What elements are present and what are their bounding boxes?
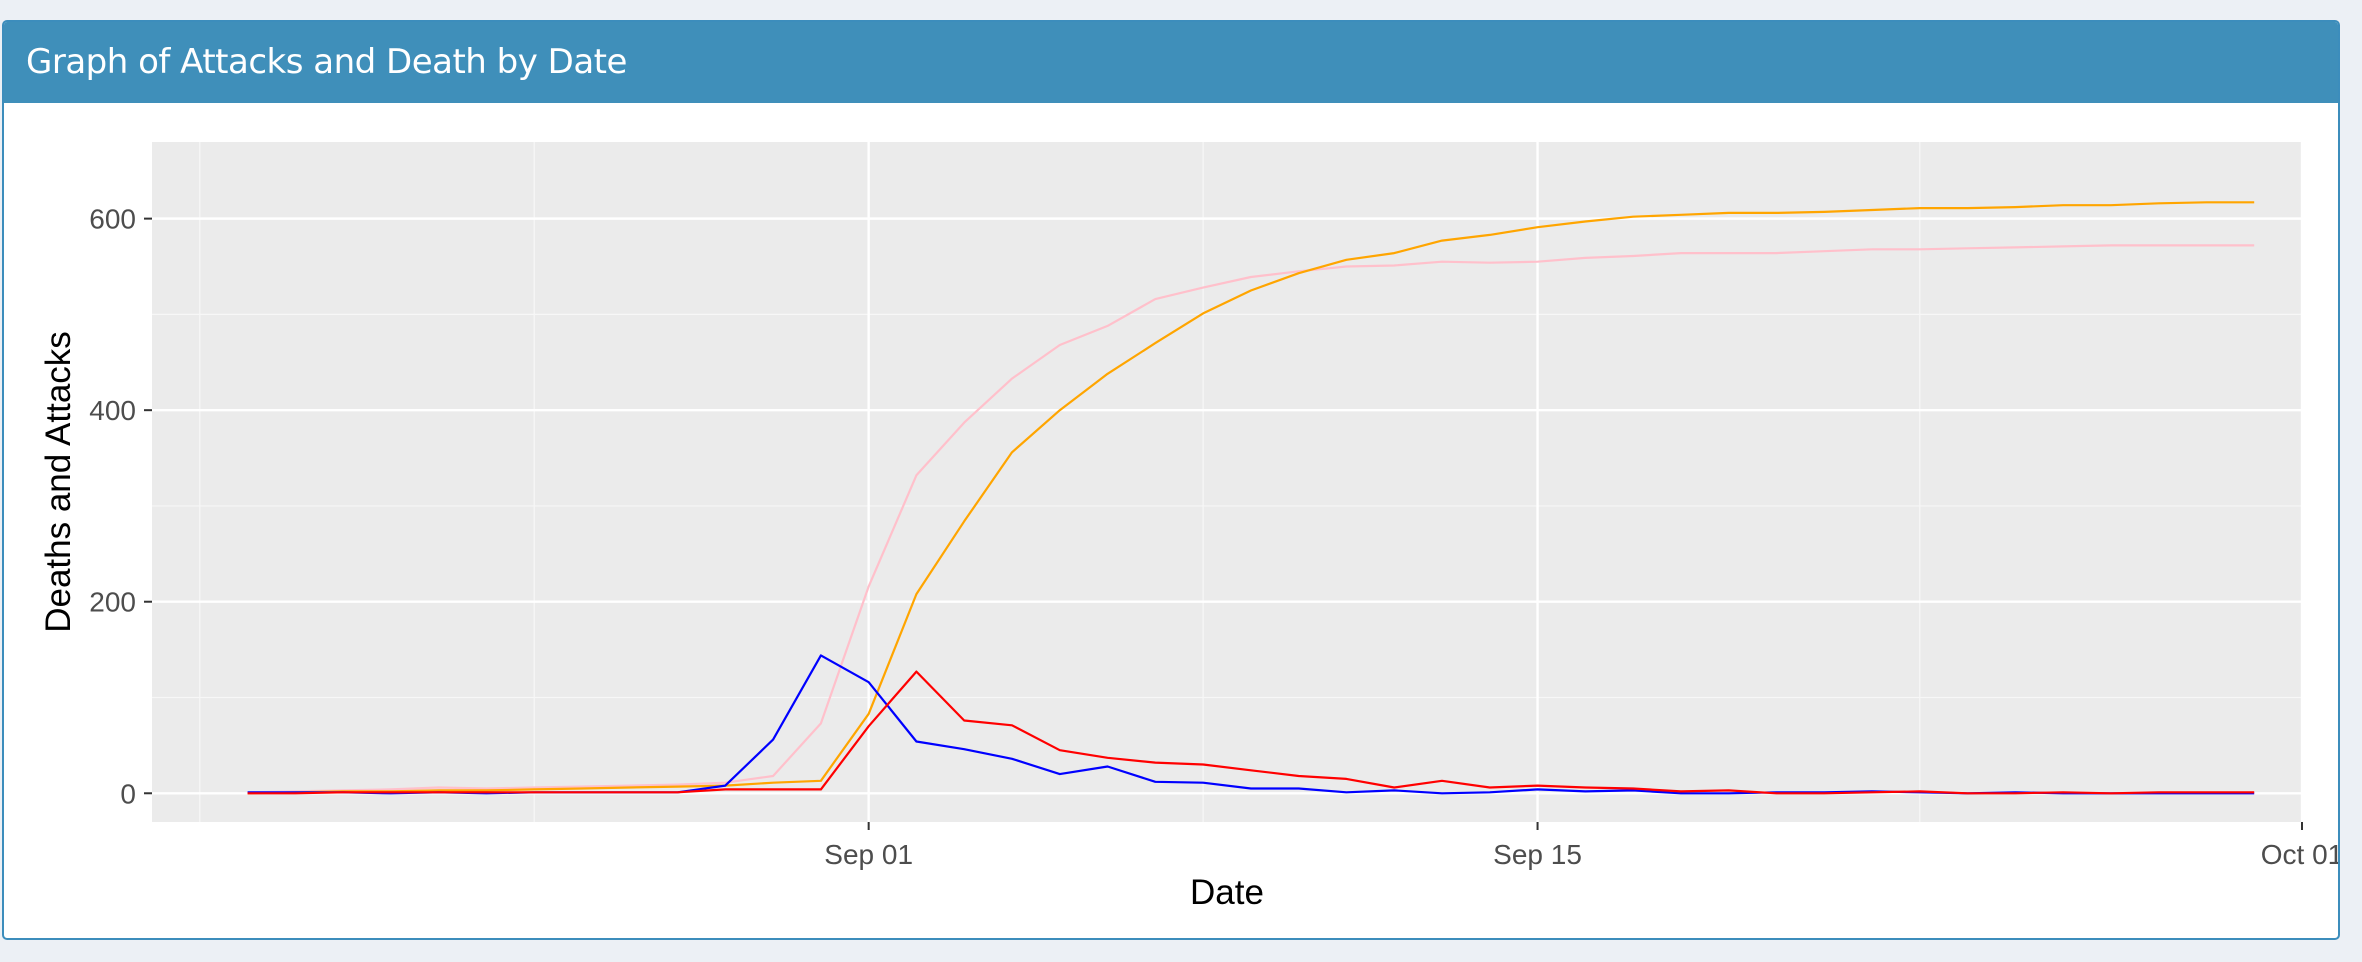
x-axis-title: Date — [1190, 873, 1264, 912]
box-header: Graph of Attacks and Death by Date — [4, 22, 2338, 103]
series-line-1 — [247, 244, 2255, 794]
y-tick-label: 0 — [120, 778, 136, 809]
x-tick-label: Sep 15 — [1493, 839, 1582, 870]
series-line-2 — [247, 201, 2255, 795]
y-tick-label: 400 — [89, 395, 136, 426]
y-tick-label: 200 — [89, 587, 136, 618]
box-title: Graph of Attacks and Death by Date — [26, 42, 627, 82]
chart-box: Graph of Attacks and Death by Date 0 200 4… — [2, 20, 2340, 940]
y-axis-title: Deaths and Attacks — [39, 331, 78, 633]
line-chart: 0 200 400 600 Sep 01 Sep 15 Oct 01 Date Deaths a… — [39, 142, 2340, 912]
series-line-4 — [247, 670, 2255, 795]
x-tick-label: Oct 01 — [2261, 839, 2340, 870]
y-tick-label: 600 — [89, 204, 136, 235]
x-tick-label: Sep 01 — [824, 839, 913, 870]
plot-panel — [152, 142, 2302, 822]
